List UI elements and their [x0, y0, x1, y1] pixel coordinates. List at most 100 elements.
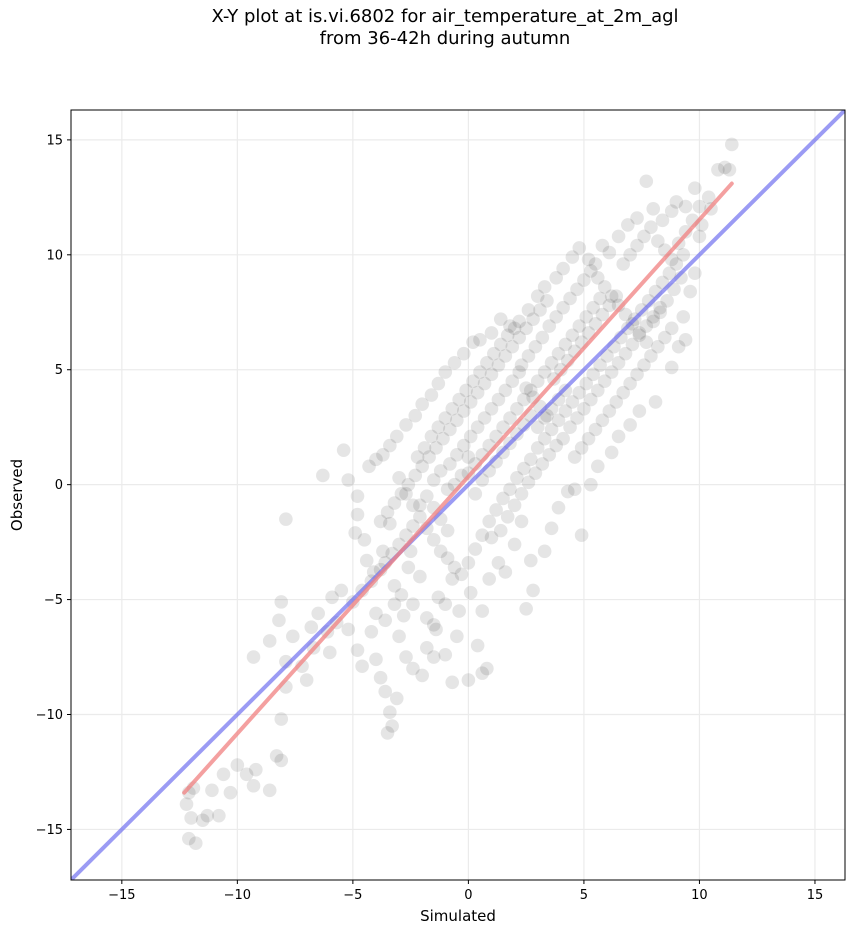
data-point: [549, 438, 563, 453]
data-point: [593, 358, 607, 372]
data-point: [521, 475, 536, 490]
data-point: [618, 307, 633, 322]
x-tick-label: −15: [108, 888, 135, 903]
data-point: [671, 339, 686, 354]
data-point: [579, 310, 594, 324]
data-point: [519, 601, 533, 616]
data-point: [616, 385, 630, 400]
data-point: [477, 411, 492, 425]
data-point: [431, 376, 446, 391]
data-point: [611, 298, 626, 313]
data-point: [549, 270, 563, 285]
data-point: [325, 590, 339, 605]
data-point: [445, 402, 460, 416]
data-point: [355, 659, 369, 674]
data-point: [570, 411, 584, 425]
data-point: [678, 199, 693, 214]
regression-line: [182, 181, 734, 795]
data-point: [440, 523, 455, 538]
data-point: [473, 365, 487, 379]
data-point: [438, 365, 453, 379]
data-point: [530, 374, 545, 389]
data-point: [415, 459, 429, 474]
y-axis-label: Observed: [8, 459, 26, 531]
data-point: [424, 429, 439, 444]
data-point: [660, 293, 674, 308]
data-point: [590, 270, 605, 285]
data-point: [286, 629, 300, 644]
data-point: [362, 459, 376, 474]
data-point: [503, 319, 517, 333]
data-point: [551, 346, 566, 361]
data-point: [701, 190, 716, 205]
data-point: [422, 450, 436, 464]
data-point: [378, 613, 393, 628]
data-point: [394, 588, 409, 602]
data-point: [572, 241, 587, 255]
data-point: [556, 300, 570, 315]
reference-lines: [71, 110, 845, 880]
data-point: [383, 516, 397, 531]
data-point: [470, 385, 485, 400]
data-point: [602, 245, 617, 260]
x-tick-label: −5: [343, 888, 362, 903]
data-point: [526, 583, 540, 598]
data-point: [433, 464, 448, 478]
data-point: [456, 346, 471, 361]
data-point: [517, 392, 531, 407]
data-point: [383, 705, 397, 720]
data-point: [646, 310, 661, 324]
data-point: [440, 551, 455, 566]
data-point: [429, 441, 443, 455]
data-point: [655, 213, 670, 228]
data-point: [454, 567, 469, 582]
data-point: [195, 813, 210, 828]
data-point: [602, 298, 617, 313]
data-point: [653, 300, 667, 315]
data-point: [450, 629, 464, 644]
data-point: [480, 661, 494, 676]
data-point: [373, 514, 388, 529]
data-point: [616, 257, 630, 271]
identity-line: [71, 110, 845, 880]
data-point: [560, 484, 575, 499]
data-point: [512, 365, 527, 379]
data-point: [415, 668, 429, 683]
data-point: [510, 470, 524, 485]
data-point: [595, 238, 610, 253]
data-point: [567, 482, 582, 497]
data-point: [639, 335, 654, 349]
data-point: [468, 487, 483, 501]
data-point: [669, 195, 684, 209]
data-point: [653, 305, 667, 320]
data-point: [408, 408, 423, 423]
data-point: [597, 280, 612, 294]
x-tick-label: 15: [807, 888, 824, 903]
data-point: [246, 650, 261, 664]
data-point: [357, 533, 372, 547]
data-point: [574, 441, 589, 455]
data-point: [420, 489, 434, 503]
data-point: [577, 402, 591, 416]
data-point: [463, 429, 478, 444]
data-point: [625, 337, 640, 352]
data-point: [482, 514, 496, 529]
data-point: [389, 691, 404, 706]
data-point: [350, 507, 365, 522]
data-point: [447, 356, 462, 370]
data-point: [262, 783, 277, 798]
data-point: [369, 452, 383, 467]
data-point: [493, 312, 508, 326]
data-point: [692, 199, 707, 214]
data-point: [466, 335, 480, 349]
data-point: [438, 647, 453, 662]
data-point: [542, 447, 557, 462]
data-point: [493, 337, 508, 352]
data-point: [420, 611, 434, 625]
data-point: [394, 487, 409, 501]
plot-frame: [70, 109, 846, 881]
data-point: [450, 447, 464, 462]
data-point: [648, 395, 663, 409]
data-point: [491, 392, 506, 407]
